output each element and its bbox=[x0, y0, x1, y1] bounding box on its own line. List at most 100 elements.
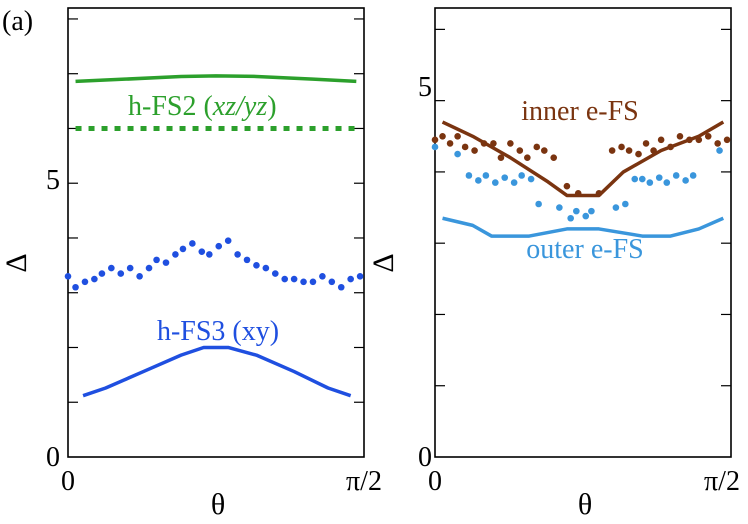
outer-e-fs-dots-point bbox=[582, 212, 590, 220]
inner-e-fs-dots-point bbox=[461, 143, 469, 151]
outer-e-fs-dots-point bbox=[527, 175, 535, 183]
h-fs3-dots-point bbox=[319, 273, 326, 280]
left-panel: 0 5 0 π/2 θ Δ h-FS2 (xz/yz) h-FS3 (xy) bbox=[0, 7, 382, 521]
inner-e-fs-dots-point bbox=[574, 190, 582, 197]
h-fs2-label-orbital: xz/yz bbox=[212, 91, 268, 122]
inner-e-fs-dots-point bbox=[667, 143, 674, 151]
h-fs3-dots-point bbox=[234, 251, 241, 258]
right-panel: 0 5 0 π/2 θ Δ inner e-FS outer e-FS bbox=[367, 7, 740, 521]
h-fs3-dots-point bbox=[300, 278, 307, 286]
h-fs3-dots-point bbox=[281, 275, 289, 283]
h-fs3-dots-point bbox=[262, 264, 270, 272]
outer-e-fs-dots-point bbox=[631, 175, 639, 183]
outer-e-fs-dots-point bbox=[646, 179, 654, 186]
outer-e-fs-dots-point bbox=[682, 177, 689, 184]
h-fs2-solid-line bbox=[75, 74, 357, 84]
left-y-axis-label: Δ bbox=[0, 253, 33, 272]
h-fs3-dots-point bbox=[347, 275, 354, 283]
h-fs3-dots-point bbox=[189, 240, 196, 247]
h-fs3-dots-point bbox=[215, 242, 223, 250]
left-y-tick-0: 0 bbox=[46, 442, 60, 473]
outer-e-fs-dots-point bbox=[716, 147, 723, 154]
outer-e-fs-dots-point bbox=[431, 143, 439, 151]
left-plot-frame bbox=[67, 7, 365, 458]
h-fs3-dots-point bbox=[290, 275, 298, 283]
outer-e-fs-dots-point bbox=[475, 177, 482, 184]
inner-e-fs-dots-point bbox=[650, 147, 657, 154]
inner-e-fs-dots-point bbox=[497, 154, 505, 161]
inner-e-fs-dots-point bbox=[642, 140, 650, 147]
inner-e-fs-dots-point bbox=[524, 154, 531, 161]
left-x-tick-0: 0 bbox=[61, 466, 75, 497]
inner-e-fs-dots-point bbox=[618, 143, 625, 151]
right-ticks bbox=[435, 28, 731, 387]
outer-e-fs-dots-point bbox=[465, 172, 473, 179]
outer-e-fs-dots-point bbox=[535, 200, 542, 208]
outer-e-fs-solid-line bbox=[442, 216, 725, 238]
h-fs3-dots-point bbox=[328, 278, 336, 286]
inner-e-fs-dots-point bbox=[439, 132, 446, 140]
outer-e-fs-dots-point bbox=[492, 179, 499, 186]
h-fs3-dots-point bbox=[145, 264, 153, 272]
panel-tag: (a) bbox=[2, 6, 33, 37]
h-fs3-dots-point bbox=[172, 251, 179, 258]
h-fs2-label: h-FS2 (xz/yz) bbox=[128, 91, 277, 122]
inner-e-fs-dots-point bbox=[533, 143, 541, 151]
h-fs3-dots-point bbox=[162, 259, 170, 266]
inner-e-fs-dots-point bbox=[695, 136, 703, 144]
outer-e-fs-dots-point bbox=[689, 172, 697, 179]
outer-e-fs-dots-point bbox=[672, 172, 680, 179]
inner-e-fs-dots-point bbox=[516, 147, 524, 154]
h-fs3-dots-point bbox=[179, 245, 187, 253]
inner-e-fs-dots-point bbox=[608, 147, 616, 154]
outer-e-fs-dots-point bbox=[573, 207, 580, 215]
inner-e-fs-dots-point bbox=[540, 147, 548, 154]
outer-e-fs-dots-point bbox=[612, 204, 620, 211]
h-fs3-dots-point bbox=[108, 264, 115, 272]
inner-e-fs-dots-point bbox=[635, 150, 642, 158]
h-fs3-dots-point bbox=[271, 270, 279, 277]
left-x-axis-label: θ bbox=[211, 488, 225, 521]
outer-e-fs-dots-point bbox=[567, 214, 574, 222]
inner-e-fs-dots-point bbox=[686, 136, 693, 144]
outer-e-fs-dots-point bbox=[655, 174, 663, 181]
inner-e-fs-dots-point bbox=[595, 190, 603, 197]
inner-e-fs-dots-point bbox=[657, 136, 665, 144]
inner-e-fs-solid-line bbox=[441, 120, 725, 198]
outer-e-fs-dots-point bbox=[510, 179, 518, 186]
inner-e-fs-dots-point bbox=[490, 140, 497, 147]
right-y-axis-label: Δ bbox=[367, 253, 400, 272]
h-fs3-dots-point bbox=[98, 270, 106, 277]
right-plot-frame bbox=[434, 7, 732, 458]
h-fs3-dots-point bbox=[126, 264, 134, 272]
inner-e-fs-dots-point bbox=[446, 140, 454, 147]
left-y-tick-5: 5 bbox=[46, 165, 60, 196]
inner-e-fs-dots-point bbox=[625, 147, 633, 154]
h-fs3-dots-point bbox=[198, 248, 206, 255]
right-y-tick-0: 0 bbox=[418, 442, 432, 473]
h-fs3-dots-point bbox=[253, 262, 260, 269]
h-fs3-dots-point bbox=[206, 251, 213, 258]
left-x-tick-pi-half: π/2 bbox=[346, 466, 382, 497]
h-fs3-dots-point bbox=[91, 275, 98, 283]
outer-e-fs-dots-point bbox=[663, 179, 671, 186]
right-x-axis-label: θ bbox=[578, 488, 592, 521]
inner-e-fs-dots-point bbox=[723, 136, 731, 144]
inner-e-fs-dots-point bbox=[563, 182, 571, 190]
outer-e-fs-dots-point bbox=[518, 172, 525, 179]
h-fs3-solid-line bbox=[82, 345, 352, 398]
inner-e-fs-dots-point bbox=[507, 140, 514, 147]
h-fs3-dots-point bbox=[309, 278, 317, 286]
outer-e-fs-dots-point bbox=[556, 204, 563, 211]
inner-e-fs-dots-point bbox=[431, 136, 439, 144]
inner-e-fs-dots-point bbox=[550, 154, 558, 161]
right-x-tick-0: 0 bbox=[428, 466, 442, 497]
h-fs2-label-name: h-FS2 bbox=[128, 91, 196, 122]
h-fs3-label: h-FS3 (xy) bbox=[157, 316, 279, 347]
outer-e-fs-dots-point bbox=[638, 175, 646, 183]
inner-e-fs-dots-point bbox=[714, 140, 721, 147]
outer-e-fs-dots-point bbox=[622, 200, 629, 208]
h-fs3-dots-point bbox=[243, 256, 251, 264]
inner-e-fs-dots-point bbox=[676, 132, 684, 140]
right-series bbox=[431, 120, 731, 238]
